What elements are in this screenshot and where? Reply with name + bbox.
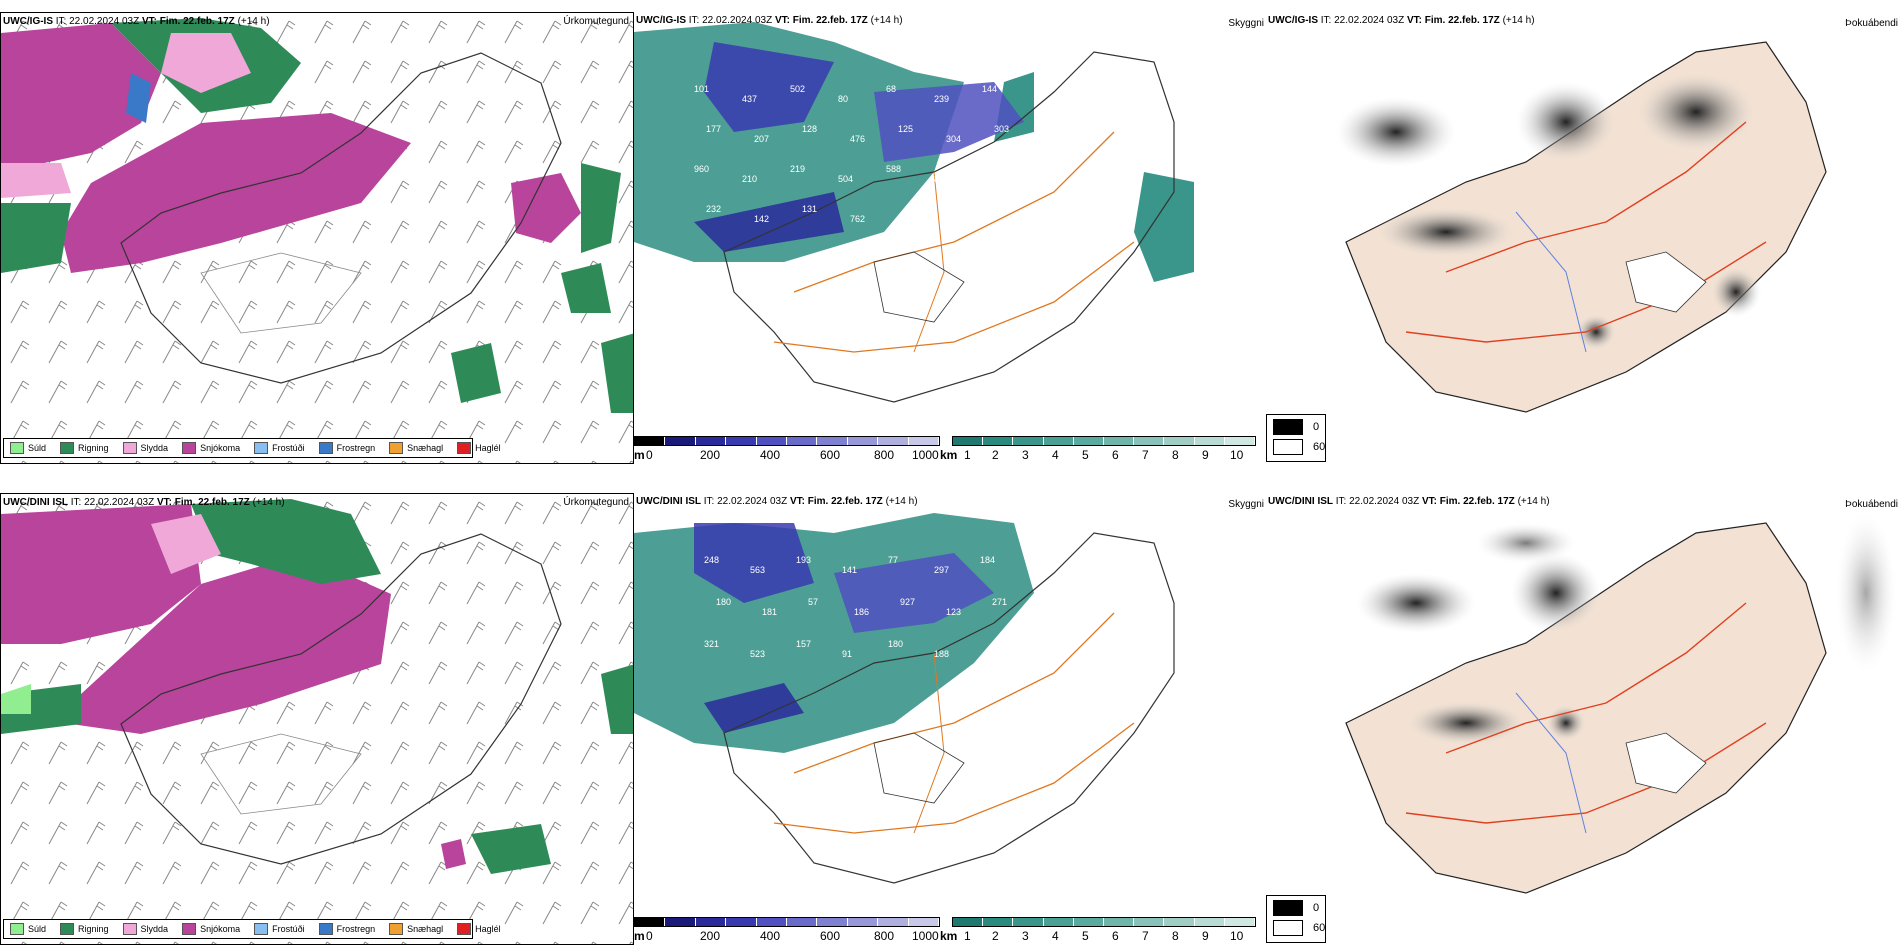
vt-label: VT: — [141, 16, 157, 27]
station-visibility-label: 193 — [796, 555, 811, 565]
fog-map-bottom — [1345, 513, 1896, 894]
station-visibility-label: 141 — [842, 565, 857, 575]
station-visibility-label: 502 — [790, 84, 805, 94]
legend-item: Snæhagl — [389, 923, 443, 935]
visibility-colorbar-m-bottom: m 0 200 400 600 800 1000 — [634, 917, 944, 943]
station-visibility-label: 271 — [992, 597, 1007, 607]
visibility-panel-top: 101 437 502 80 68 239 144 177 207 128 476 125 304 303… — [634, 12, 1266, 464]
panel-label-precip-type: Úrkomutegund — [563, 497, 629, 508]
station-visibility-label: 304 — [946, 134, 961, 144]
station-visibility-label: 180 — [888, 639, 903, 649]
station-visibility-label: 210 — [742, 174, 757, 184]
precip-type-map-bottom — [1, 494, 633, 944]
station-visibility-label: 885 — [934, 174, 949, 184]
fog-map-top — [1336, 41, 1827, 413]
panel-label-precip-type: Úrkomutegund — [563, 16, 629, 27]
it-label: IT: — [55, 16, 67, 27]
station-visibility-label: 125 — [898, 124, 913, 134]
station-visibility-label: 128 — [802, 124, 817, 134]
legend-item: Frostregn — [318, 442, 375, 454]
legend-item: Súld — [10, 442, 46, 454]
station-visibility-label: 91 — [842, 649, 852, 659]
panel-label-fog: Þokuábendi — [1845, 18, 1898, 29]
panel-title-top-2: UWC/IG-IS IT: 22.02.2024 03Z VT: Fim. 22… — [636, 15, 903, 26]
panel-title-top-1: UWC/IG-IS IT: 22.02.2024 03Z VT: Fim. 22… — [3, 16, 270, 27]
precip-legend-top: Súld Rigning Slydda Snjókoma Frostúði Fr… — [3, 438, 501, 458]
station-visibility-label: 77 — [888, 555, 898, 565]
fog-panel-bottom: UWC/DINI ISL IT: 22.02.2024 03Z VT: Fim.… — [1266, 493, 1900, 945]
station-visibility-label: 927 — [900, 597, 915, 607]
station-visibility-label: 188 — [934, 649, 949, 659]
station-visibility-label: 123 — [946, 607, 961, 617]
panel-label-fog: Þokuábendi — [1845, 499, 1898, 510]
legend-item: Snjókoma — [182, 442, 240, 454]
legend-item: Haglél — [457, 442, 501, 454]
precip-type-panel-bottom: UWC/DINI ISL IT: 22.02.2024 03Z VT: Fim.… — [0, 493, 634, 945]
station-visibility-label: 232 — [706, 204, 721, 214]
panel-title-bottom-1: UWC/DINI ISL IT: 22.02.2024 03Z VT: Fim.… — [3, 497, 285, 508]
station-visibility-label: 219 — [790, 164, 805, 174]
station-visibility-label: 960 — [694, 164, 709, 174]
station-visibility-label: 57 — [808, 597, 818, 607]
station-visibility-label: 523 — [750, 649, 765, 659]
legend-item: Rigning — [60, 923, 109, 935]
legend-item: Snjókoma — [182, 923, 240, 935]
visibility-colorbar-km-top: km 1 2 3 4 5 6 7 8 9 10 — [940, 436, 1266, 462]
visibility-colorbar-km-bottom: km 1 2 3 4 5 6 7 8 9 10 — [940, 917, 1266, 943]
legend-item: Súld — [10, 923, 46, 935]
station-visibility-label: 207 — [754, 134, 769, 144]
station-visibility-label: 563 — [750, 565, 765, 575]
station-visibility-label: 297 — [934, 565, 949, 575]
station-visibility-label: 248 — [704, 555, 719, 565]
station-visibility-label: 181 — [762, 607, 777, 617]
station-visibility-label: 131 — [802, 204, 817, 214]
model-name: UWC/IG-IS — [3, 16, 53, 27]
legend-item: Rigning — [60, 442, 109, 454]
panel-title-bottom-2: UWC/DINI ISL IT: 22.02.2024 03Z VT: Fim.… — [636, 496, 918, 507]
visibility-colorbar-m-top: m 0 200 400 600 800 1000 — [634, 436, 944, 462]
station-visibility-label: 400 — [982, 164, 997, 174]
fog-legend-top: 0 60 — [1266, 414, 1326, 462]
precip-type-panel-top: UWC/IG-IS IT: 22.02.2024 03Z VT: Fim. 22… — [0, 12, 634, 464]
station-visibility-label: 504 — [838, 174, 853, 184]
station-visibility-label: 142 — [754, 214, 769, 224]
station-visibility-label: 239 — [934, 94, 949, 104]
panel-title-top-3: UWC/IG-IS IT: 22.02.2024 03Z VT: Fim. 22… — [1268, 15, 1535, 26]
station-visibility-label: 101 — [694, 84, 709, 94]
panel-title-bottom-3: UWC/DINI ISL IT: 22.02.2024 03Z VT: Fim.… — [1268, 496, 1550, 507]
legend-item: Frostúði — [254, 923, 305, 935]
panel-label-visibility: Skyggni — [1228, 18, 1264, 29]
precip-type-map-top — [1, 13, 633, 463]
station-visibility-label: 157 — [796, 639, 811, 649]
precip-legend-bottom: Súld Rigning Slydda Snjókoma Frostúði Fr… — [3, 919, 501, 939]
station-visibility-label: 303 — [994, 124, 1009, 134]
station-visibility-label: 180 — [716, 597, 731, 607]
station-visibility-label: 144 — [982, 84, 997, 94]
station-visibility-label: 184 — [980, 555, 995, 565]
legend-item: Snæhagl — [389, 442, 443, 454]
legend-item: Frostregn — [318, 923, 375, 935]
station-visibility-label: 588 — [886, 164, 901, 174]
visibility-map-top: 101 437 502 80 68 239 144 177 207 128 476 125 304 303… — [634, 22, 1194, 403]
station-visibility-label: 762 — [850, 214, 865, 224]
station-visibility-label: 437 — [742, 94, 757, 104]
station-visibility-label: 476 — [850, 134, 865, 144]
lead-time: (+14 h) — [237, 16, 270, 27]
station-visibility-label: 186 — [854, 607, 869, 617]
it-value: 22.02.2024 03Z — [69, 16, 140, 27]
panel-label-visibility: Skyggni — [1228, 499, 1264, 510]
station-visibility-label: 177 — [706, 124, 721, 134]
station-visibility-label: 80 — [838, 94, 848, 104]
visibility-panel-bottom: 248 563 193 141 77 297 184 180 181 57 186 927 123 271… — [634, 493, 1266, 945]
fog-legend-bottom: 0 60 — [1266, 895, 1326, 943]
vt-value: Fim. 22.feb. 17Z — [159, 16, 235, 27]
station-visibility-label: 68 — [886, 84, 896, 94]
visibility-map-bottom: 248 563 193 141 77 297 184 180 181 57 186 927 123 271… — [634, 513, 1175, 884]
legend-item: Slydda — [122, 442, 168, 454]
legend-item: Haglél — [457, 923, 501, 935]
legend-item: Slydda — [122, 923, 168, 935]
station-visibility-label: 321 — [704, 639, 719, 649]
fog-panel-top: UWC/IG-IS IT: 22.02.2024 03Z VT: Fim. 22… — [1266, 12, 1900, 464]
legend-item: Frostúði — [254, 442, 305, 454]
